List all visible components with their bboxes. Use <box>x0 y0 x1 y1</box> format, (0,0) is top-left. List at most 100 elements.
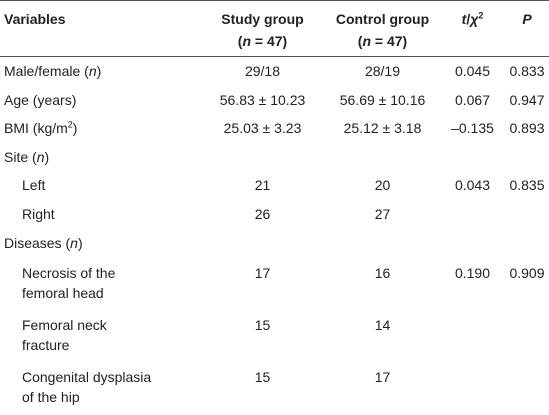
text: Control group <box>335 11 430 27</box>
data-cell: 0.909 <box>509 265 545 282</box>
row-label: Site (n) <box>0 143 200 172</box>
data-cell: 20 <box>374 177 391 194</box>
italic-text: n <box>36 148 45 165</box>
row-label: Right <box>0 200 200 229</box>
row-label: Necrosis of the femoral head <box>0 263 200 303</box>
italic-text: n <box>70 234 78 251</box>
text: of the hip <box>22 389 80 406</box>
text: fracture <box>22 337 70 354</box>
italic-text: P <box>522 11 532 27</box>
data-cell: 28/19 <box>364 63 401 79</box>
data-cell: 21 <box>254 177 271 194</box>
text-line: fracture <box>22 335 200 355</box>
data-cell: 17 <box>374 369 391 386</box>
text-line: (n = 47) <box>200 30 325 52</box>
text: Male/female ( <box>4 63 89 79</box>
text: Necrosis of the <box>22 265 116 282</box>
text-line: BMI (kg/m2) <box>4 114 200 143</box>
text: = 47) <box>251 33 288 49</box>
text-line: Necrosis of the <box>22 263 200 283</box>
data-cell: 14 <box>374 317 391 334</box>
italic-text: χ <box>470 11 479 27</box>
text: / <box>466 11 471 27</box>
text-line: Femoral neck <box>22 315 200 335</box>
data-cell: 26 <box>254 205 271 222</box>
header-cell: Control group (n = 47) <box>325 8 440 56</box>
text: ) <box>44 148 50 165</box>
data-cell: 25.12 ± 3.18 <box>343 120 422 137</box>
data-cell: 15 <box>254 369 271 386</box>
header-cell: Study group (n = 47) <box>200 8 325 56</box>
text: ) <box>77 234 83 251</box>
data-cell: 16 <box>374 265 391 282</box>
row-label: Diseases (n) <box>0 229 200 258</box>
text: Diseases ( <box>4 234 71 251</box>
text-line: Control group <box>325 8 440 30</box>
text-line: Male/female (n) <box>4 57 200 86</box>
data-cell: –0.135 <box>451 120 494 137</box>
data-cell: 15 <box>254 317 271 334</box>
table-row: Left 21 20 0.043 0.835 <box>0 171 549 200</box>
text-line: Variables <box>4 8 200 30</box>
header-cell: Variables <box>0 8 200 56</box>
text: = 47) <box>371 33 408 49</box>
header-row: Variables Study group (n = 47) Control grou… <box>0 1 549 57</box>
data-cell: 0.190 <box>454 265 491 282</box>
italic-text: n <box>88 63 97 79</box>
italic-text: n <box>362 33 372 49</box>
row-label: Left <box>0 171 200 200</box>
superscript: 2 <box>478 10 484 21</box>
text: Left <box>22 177 46 194</box>
text: ( <box>237 33 243 49</box>
header-cell: P <box>505 8 549 56</box>
text: BMI (kg/m <box>4 120 68 137</box>
text-line: (n = 47) <box>325 30 440 52</box>
data-cell: 0.045 <box>454 63 491 79</box>
text-line: Diseases (n) <box>4 229 200 258</box>
row-label: Age (years) <box>0 86 200 115</box>
text: ) <box>72 120 78 137</box>
text-line: Site (n) <box>4 143 200 172</box>
data-cell: 0.043 <box>454 177 491 194</box>
data-cell: 0.833 <box>509 63 545 79</box>
row-label: Femoral neck fracture <box>0 315 200 355</box>
table-row: Necrosis of the femoral head 17 16 0.190 0.90… <box>0 257 549 309</box>
data-cell: 0.893 <box>509 120 545 137</box>
data-cell: 17 <box>254 265 271 282</box>
text-line: of the hip <box>22 387 200 407</box>
superscript: 2 <box>67 119 73 130</box>
table-row: Right 26 27 <box>0 200 549 229</box>
text: Age (years) <box>4 91 77 108</box>
text: femoral head <box>22 285 104 302</box>
data-cell: 0.947 <box>509 91 545 108</box>
data-cell: 0.067 <box>454 91 491 108</box>
table-row: Age (years) 56.83 ± 10.23 56.69 ± 10.16 0.0… <box>0 86 549 115</box>
table-row: BMI (kg/m2) 25.03 ± 3.23 25.12 ± 3.18 –0.13… <box>0 114 549 143</box>
text: Variables <box>4 11 66 27</box>
data-cell: 56.69 ± 10.16 <box>339 91 426 108</box>
text-line: femoral head <box>22 283 200 303</box>
header-cell: t/χ2 <box>440 8 505 56</box>
text: ( <box>357 33 363 49</box>
text-line: P <box>505 8 549 30</box>
table-row: Femoral neck fracture 15 14 <box>0 309 549 361</box>
table-row: Site (n) <box>0 143 549 172</box>
table-row: Congenital dysplasia of the hip 15 17 <box>0 361 549 413</box>
row-label: Congenital dysplasia of the hip <box>0 367 200 407</box>
text-line: Right <box>22 200 200 229</box>
data-cell: 29/18 <box>244 63 281 79</box>
text: Femoral neck <box>22 317 107 334</box>
italic-text: n <box>242 33 252 49</box>
data-cell: 25.03 ± 3.23 <box>223 120 302 137</box>
row-label: Male/female (n) <box>0 57 200 86</box>
text: Study group <box>221 11 304 27</box>
text-line: Congenital dysplasia <box>22 367 200 387</box>
italic-text: t <box>461 11 467 27</box>
data-cell: 0.835 <box>509 177 545 194</box>
text-line: Left <box>22 171 200 200</box>
text-line: t/χ2 <box>440 8 505 30</box>
table-row: Male/female (n) 29/18 28/19 0.045 0.833 <box>0 57 549 86</box>
text-line: Study group <box>200 8 325 30</box>
row-label: BMI (kg/m2) <box>0 114 200 143</box>
